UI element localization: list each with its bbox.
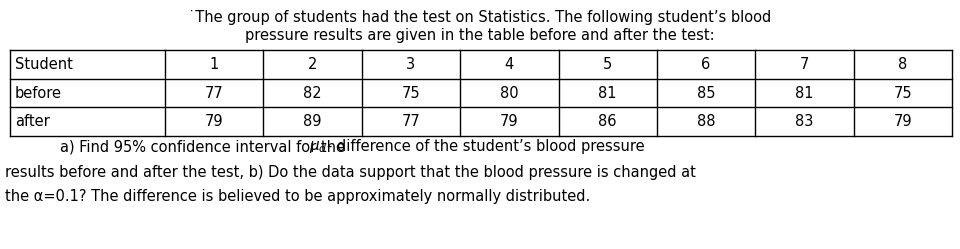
Text: the α=0.1? The difference is believed to be approximately normally distributed.: the α=0.1? The difference is believed to… xyxy=(5,188,590,203)
Text: 77: 77 xyxy=(401,114,420,129)
Text: 81: 81 xyxy=(598,85,617,101)
Text: 8: 8 xyxy=(899,57,907,72)
Text: 4: 4 xyxy=(505,57,514,72)
Text: 80: 80 xyxy=(500,85,518,101)
Text: 83: 83 xyxy=(795,114,814,129)
Text: pressure results are given in the table before and after the test:: pressure results are given in the table … xyxy=(245,28,715,43)
Text: 2: 2 xyxy=(308,57,317,72)
Text: $\mu_{d}$: $\mu_{d}$ xyxy=(309,139,327,155)
Text: 79: 79 xyxy=(204,114,224,129)
Text: 6: 6 xyxy=(702,57,710,72)
Text: after: after xyxy=(15,114,50,129)
Text: 89: 89 xyxy=(303,114,322,129)
Text: 79: 79 xyxy=(894,114,912,129)
Text: ˙The group of students had the test on Statistics. The following student’s blood: ˙The group of students had the test on S… xyxy=(188,10,772,25)
Text: 81: 81 xyxy=(795,85,814,101)
Text: before: before xyxy=(15,85,62,101)
Text: 82: 82 xyxy=(303,85,322,101)
Text: 75: 75 xyxy=(894,85,912,101)
Text: 79: 79 xyxy=(500,114,518,129)
Text: 1: 1 xyxy=(209,57,219,72)
Text: 75: 75 xyxy=(401,85,420,101)
Text: Student: Student xyxy=(15,57,73,72)
Text: 86: 86 xyxy=(598,114,617,129)
Text: - difference of the student’s blood pressure: - difference of the student’s blood pres… xyxy=(326,139,644,154)
Text: 7: 7 xyxy=(800,57,809,72)
Text: results before and after the test, b) Do the data support that the blood pressur: results before and after the test, b) Do… xyxy=(5,165,696,180)
Text: 88: 88 xyxy=(697,114,715,129)
Text: a) Find 95% confidence interval for the: a) Find 95% confidence interval for the xyxy=(60,139,349,154)
Text: 77: 77 xyxy=(204,85,224,101)
Text: 85: 85 xyxy=(697,85,715,101)
Text: 3: 3 xyxy=(406,57,416,72)
Text: 5: 5 xyxy=(603,57,612,72)
